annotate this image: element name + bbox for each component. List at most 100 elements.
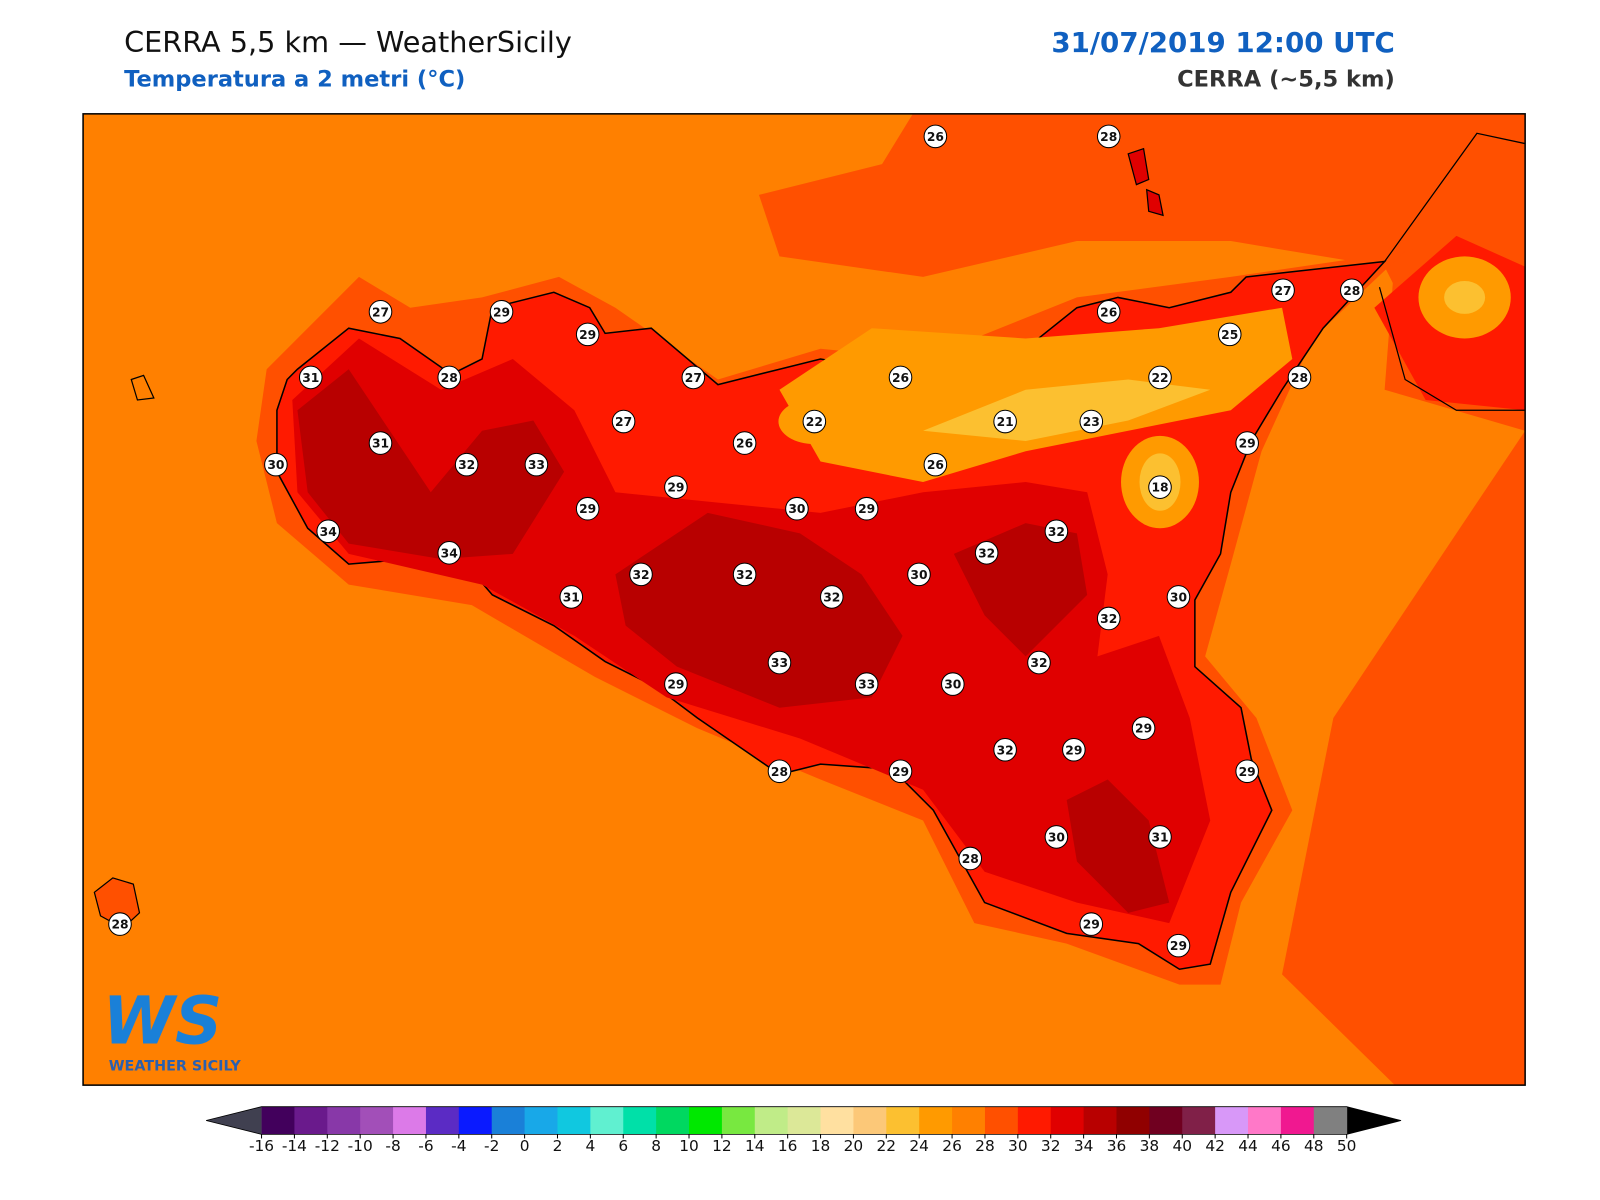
station-value: 29 [1170, 939, 1187, 953]
station-marker [664, 672, 688, 696]
station-value: 18 [1151, 481, 1168, 495]
colorbar-bin [524, 1106, 558, 1135]
station-value: 26 [927, 130, 944, 144]
colorbar-tick-label: 50 [1337, 1137, 1357, 1155]
station-marker [958, 846, 983, 871]
colorbar-tick-label: 14 [745, 1137, 765, 1155]
station-marker [664, 475, 688, 499]
colorbar-tick-label: -8 [385, 1137, 400, 1155]
station-value: 32 [978, 546, 995, 560]
colorbar-tick-label: 16 [778, 1137, 798, 1155]
station-value: 32 [632, 568, 649, 582]
station-value: 32 [1048, 525, 1065, 539]
station-marker [1148, 475, 1172, 499]
station-marker [1096, 606, 1121, 631]
station-value: 29 [667, 481, 684, 495]
colorbar-bin [590, 1106, 624, 1135]
station-value: 27 [372, 305, 389, 319]
station-marker [316, 519, 340, 544]
colorbar-bin [1083, 1106, 1118, 1135]
station-value: 27 [685, 371, 702, 385]
station-marker [1235, 431, 1259, 455]
station-marker [1148, 365, 1172, 390]
station-marker [629, 562, 653, 587]
field-east [1282, 205, 1526, 1086]
station-value: 26 [1100, 305, 1117, 319]
colorbar-bin [886, 1106, 920, 1135]
station-marker [489, 300, 514, 324]
station-marker [1235, 759, 1259, 784]
station-value: 33 [528, 458, 545, 472]
station-value: 32 [458, 458, 475, 472]
field-warm [1444, 281, 1486, 314]
colorbar-tick-label: -6 [418, 1137, 433, 1155]
colorbar-bin [491, 1106, 526, 1135]
station-value: 30 [1048, 830, 1065, 844]
station-marker [1062, 737, 1086, 762]
colorbar-tick-label: 36 [1107, 1137, 1127, 1155]
station-marker [1131, 716, 1156, 740]
colorbar-bin [787, 1106, 822, 1135]
station-marker [437, 365, 462, 390]
station-marker [524, 452, 549, 477]
station-marker [1148, 825, 1172, 849]
colorbar-bin [623, 1106, 657, 1135]
colorbar-bin [458, 1106, 493, 1135]
colorbar-tick-label: 6 [618, 1137, 628, 1155]
station-marker [888, 759, 913, 784]
title: CERRA 5,5 km — WeatherSicily [124, 25, 572, 59]
colorbar-tick-label: 30 [1008, 1137, 1028, 1155]
colorbar-tick-label: 2 [553, 1137, 563, 1155]
station-marker [907, 562, 931, 587]
station-marker [923, 452, 948, 477]
station-value: 29 [493, 305, 510, 319]
colorbar-tick-label: -14 [282, 1137, 307, 1155]
station-value: 26 [927, 458, 944, 472]
colorbar-tick-label: -12 [315, 1137, 340, 1155]
colorbar-bin [1116, 1106, 1150, 1135]
colorbar-tick-label: 22 [877, 1137, 897, 1155]
colorbar: -16 -14 -12 -10 -8 -6 -4 -2 0 2 4 6 8 10 12 14 16 18 20 22 2… [206, 1106, 1402, 1155]
station-value: 26 [736, 437, 753, 451]
colorbar-outline [206, 1106, 1402, 1135]
colorbar-bin [261, 1106, 295, 1135]
station-marker [1339, 278, 1364, 303]
station-marker [611, 409, 636, 434]
station-value: 31 [302, 371, 319, 385]
station-value: 32 [823, 590, 840, 604]
station-value: 31 [563, 590, 580, 604]
colorbar-tick-label: 8 [651, 1137, 661, 1155]
station-value: 29 [667, 678, 684, 692]
island [1127, 147, 1150, 186]
station-value: 28 [1100, 130, 1117, 144]
station-value: 27 [615, 415, 632, 429]
station-marker [785, 496, 809, 521]
station-value: 25 [1221, 328, 1238, 342]
island [130, 374, 155, 401]
colorbar-bin [1313, 1106, 1348, 1135]
station-value: 30 [788, 502, 805, 516]
station-marker [298, 365, 323, 390]
colorbar-tick-label: 18 [811, 1137, 831, 1155]
colorbar-tick-label: 34 [1074, 1137, 1094, 1155]
colorbar-bin [952, 1106, 986, 1135]
station-marker [454, 452, 479, 477]
colorbar-tick-label: -10 [348, 1137, 373, 1155]
colorbar-tick-label: -16 [249, 1137, 274, 1155]
station-value: 29 [858, 502, 875, 516]
station-value: 28 [111, 918, 128, 932]
station-value: 23 [1083, 415, 1100, 429]
station-marker [802, 409, 827, 434]
colorbar-tick-label: 20 [844, 1137, 864, 1155]
colorbar-tick-label: 0 [520, 1137, 530, 1155]
station-marker [575, 322, 600, 347]
colorbar-bin [984, 1106, 1019, 1135]
datetime: 31/07/2019 12:00 UTC [1051, 26, 1394, 59]
colorbar-bin [1149, 1106, 1183, 1135]
colorbar-bin [393, 1106, 427, 1135]
station-marker [993, 409, 1017, 434]
colorbar-over [1346, 1106, 1402, 1135]
colorbar-tick-label: 42 [1205, 1137, 1225, 1155]
colorbar-bin [656, 1106, 690, 1135]
station-value: 30 [910, 568, 927, 582]
